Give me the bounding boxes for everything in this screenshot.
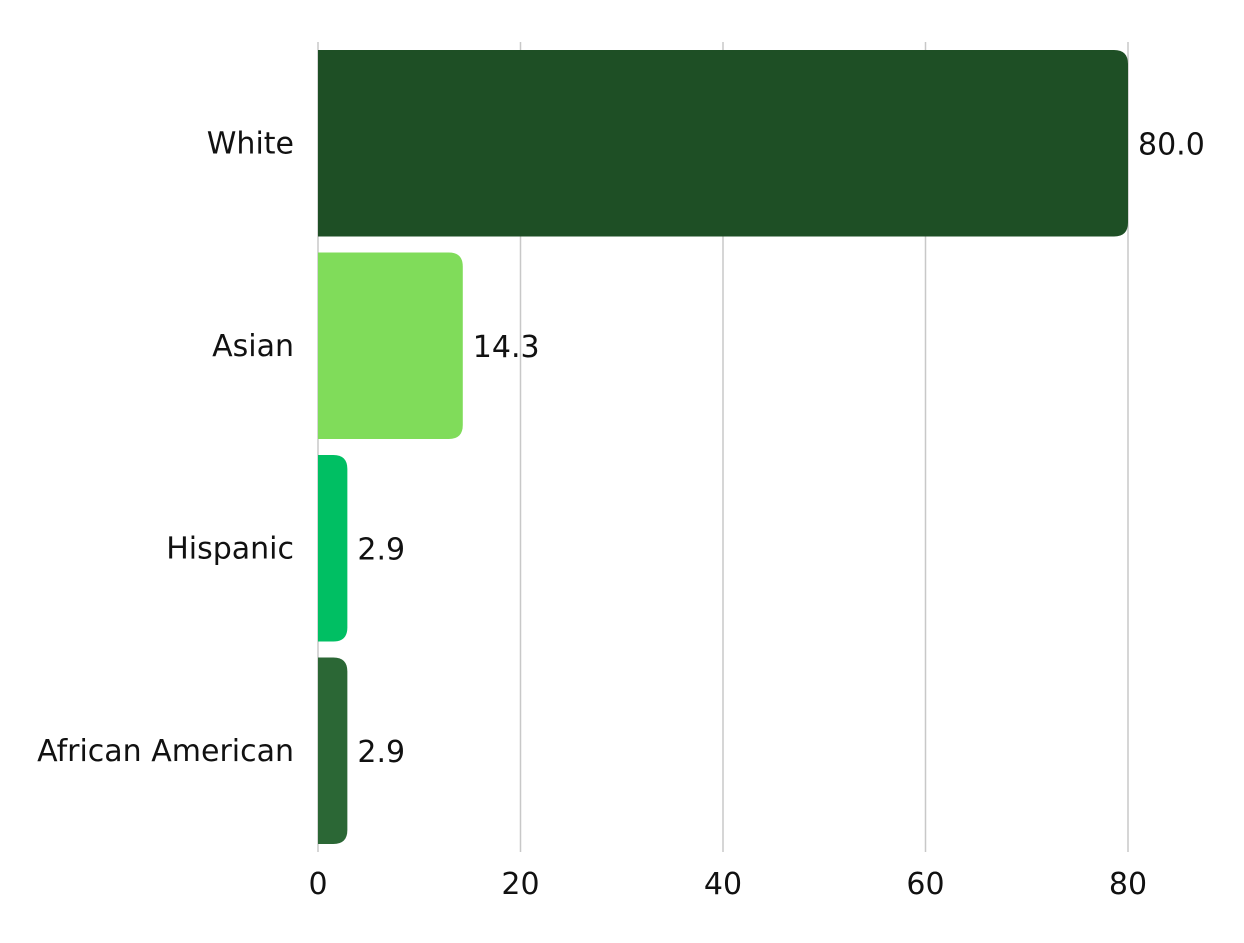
bar-african-american	[318, 657, 348, 844]
x-tick-label-20: 20	[501, 867, 539, 902]
labels: 80.0 White 14.3 Asian 2.9 Hispanic 2.9 African …	[37, 126, 1205, 902]
bar-white	[318, 50, 1128, 237]
value-label-african-american: 2.9	[357, 735, 405, 770]
category-label-african-american: African American	[37, 734, 294, 769]
bar-hispanic	[318, 455, 348, 642]
bars	[318, 50, 1128, 844]
category-label-white: White	[207, 126, 294, 161]
value-label-asian: 14.3	[473, 330, 540, 365]
x-tick-label-0: 0	[308, 867, 327, 902]
value-label-hispanic: 2.9	[357, 532, 405, 567]
category-label-hispanic: Hispanic	[166, 531, 294, 566]
bar-asian	[318, 252, 463, 439]
category-label-asian: Asian	[212, 329, 294, 364]
x-tick-label-60: 60	[906, 867, 944, 902]
x-tick-label-40: 40	[704, 867, 742, 902]
x-tick-label-80: 80	[1109, 867, 1147, 902]
value-label-white: 80.0	[1138, 127, 1205, 162]
